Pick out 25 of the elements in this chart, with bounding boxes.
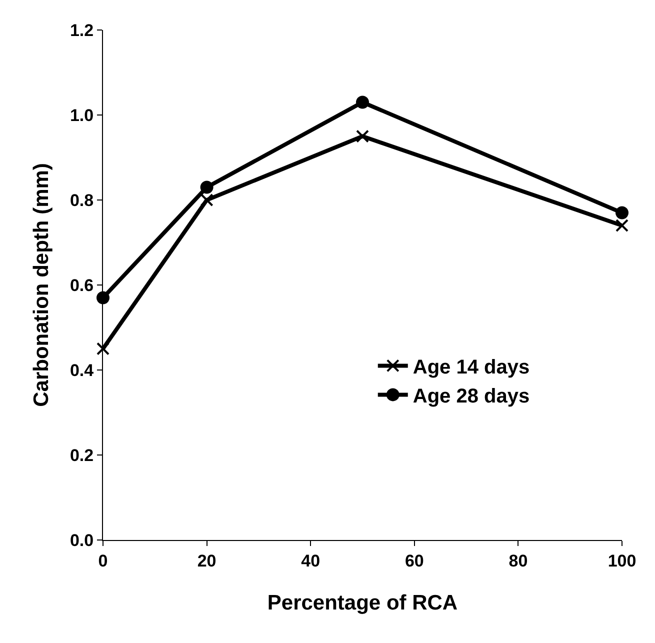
y-tick-label: 0.6: [70, 276, 94, 295]
legend-label: Age 14 days: [412, 356, 530, 378]
point: [96, 291, 110, 304]
point: [200, 180, 214, 194]
x-tick-label: 80: [508, 551, 528, 570]
y-axis-title: Carbonation depth (mm): [30, 163, 54, 407]
x-tick-label: 0: [98, 551, 108, 570]
x-tick-label: 40: [301, 551, 320, 570]
y-tick-label: 0.2: [70, 446, 94, 465]
x-tick-label: 60: [404, 551, 424, 570]
y-tick-label: 0.8: [70, 190, 94, 210]
legend-label: Age 28 days: [412, 386, 530, 408]
y-tick-label: 1.0: [70, 106, 94, 125]
y-tick-label: 1.2: [70, 20, 94, 40]
point: [356, 96, 369, 109]
x-axis-title: Percentage of RCA: [267, 592, 458, 615]
x-tick-label: 20: [197, 551, 216, 570]
y-tick-label: 0.4: [70, 360, 94, 380]
point: [200, 194, 214, 206]
point: [356, 130, 369, 143]
point: [616, 206, 628, 220]
point: [616, 219, 628, 232]
point: [96, 342, 110, 356]
y-tick-label: 0.0: [70, 530, 94, 550]
x-tick-label: 100: [608, 551, 636, 570]
